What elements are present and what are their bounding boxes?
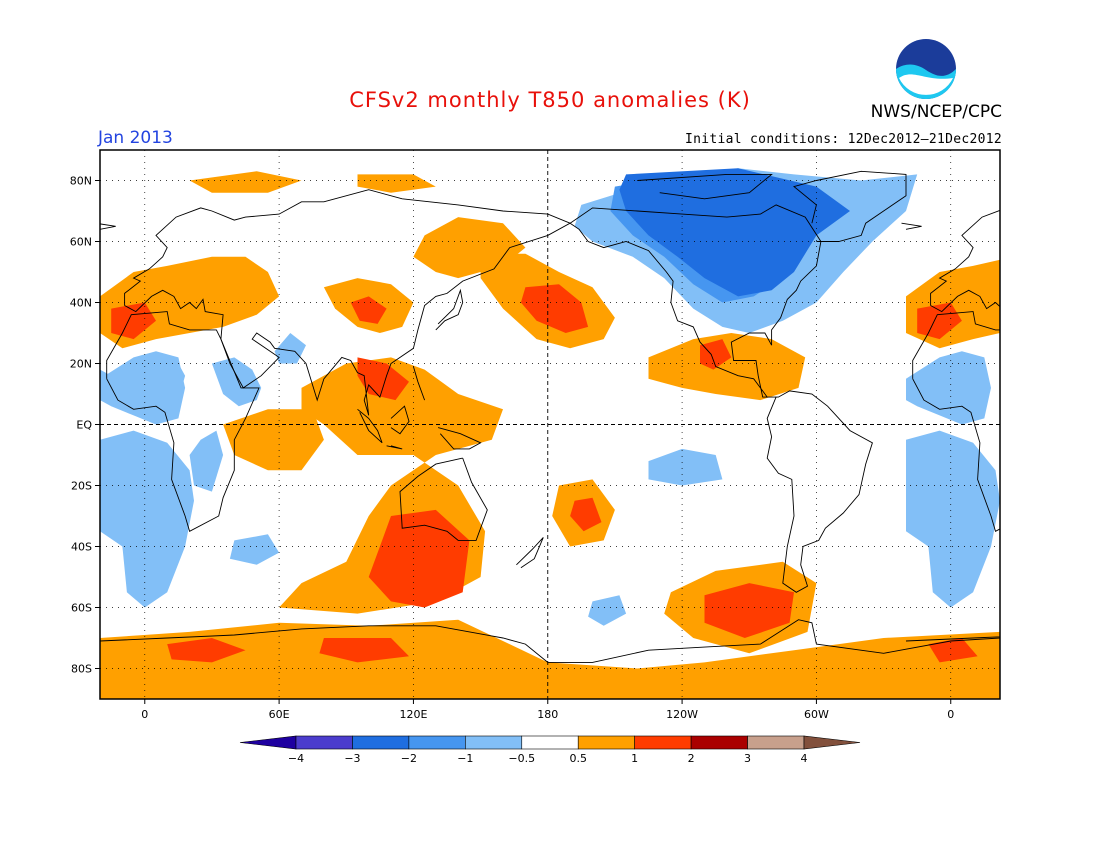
initial-conditions: Initial conditions: 12Dec2012–21Dec2012 (685, 132, 1002, 147)
lon-tick-label: 120E (399, 708, 427, 721)
colorbar-label: −1 (457, 752, 473, 765)
anomaly-region-34 (704, 583, 794, 638)
colorbar-box (408, 735, 466, 750)
anomaly-region-35 (167, 638, 246, 663)
coastline-11 (569, 204, 873, 593)
colorbar-box (577, 735, 635, 750)
chart-title: CFSv2 monthly T850 anomalies (K) (349, 88, 751, 112)
colorbar-label: 2 (688, 752, 695, 765)
colorbar-box (295, 735, 353, 750)
coastline-13 (637, 173, 773, 200)
colorbar-box (747, 735, 805, 750)
colorbar-low-arrow (239, 735, 297, 750)
colorbar-label: −2 (401, 752, 417, 765)
coastline-5 (390, 405, 410, 435)
lon-tick-label: 0 (947, 708, 954, 721)
lon-tick-label: 120W (666, 708, 698, 721)
noaa-logo (896, 39, 956, 99)
anomaly-region-33 (700, 339, 732, 370)
forecast-month: Jan 2013 (98, 128, 173, 148)
anomaly-region-8 (229, 534, 280, 565)
anomaly-region-13 (413, 217, 526, 279)
anomaly-region-30 (357, 357, 409, 401)
lat-tick-label: 40S (71, 541, 92, 554)
anomaly-region-17 (189, 171, 302, 193)
lat-tick-label: 40N (70, 297, 92, 310)
coastline-4 (386, 445, 403, 450)
colorbar-label: −3 (344, 752, 360, 765)
coastline-7 (435, 288, 464, 331)
coastline-10 (100, 223, 116, 230)
coastline-10 (901, 222, 922, 230)
lat-tick-label: 60N (70, 236, 92, 249)
coastline-1 (124, 189, 572, 416)
lat-tick-label: 60S (71, 602, 92, 615)
lat-tick-label: 80N (70, 175, 92, 188)
anomaly-region-38 (619, 168, 850, 297)
coastline-6 (437, 427, 482, 450)
anomaly-region-28 (111, 302, 156, 340)
colorbar-label: 1 (631, 752, 638, 765)
anomaly-region-29 (917, 302, 962, 340)
lon-tick-label: 180 (537, 708, 558, 721)
anomaly-region-18 (357, 174, 436, 193)
anomaly-region-7 (189, 430, 224, 492)
coastline-0 (912, 311, 1000, 532)
colorbar-label: 4 (801, 752, 808, 765)
lon-tick-label: 0 (141, 708, 148, 721)
anomaly-region-5 (100, 430, 194, 608)
colorbar-box (634, 735, 692, 750)
colorbar-label: 3 (744, 752, 751, 765)
colorbar-label: 0.5 (569, 752, 587, 765)
lat-tick-label: EQ (76, 419, 92, 432)
anomaly-region-27 (350, 296, 387, 324)
coastline-14 (100, 619, 1000, 663)
lon-tick-label: 60W (804, 708, 829, 721)
colorbar-high-arrow (803, 735, 861, 750)
anomaly-region-32 (570, 497, 602, 532)
anomaly-region-11 (274, 333, 306, 364)
coastline-12 (793, 170, 907, 242)
coastline-8 (412, 366, 426, 401)
anomaly-region-2 (906, 351, 991, 425)
coastline-2 (399, 457, 488, 541)
colorbar-box (690, 735, 748, 750)
coastline-9 (516, 537, 544, 569)
anomaly-region-37 (928, 638, 978, 663)
lat-tick-label: 20N (70, 358, 92, 371)
coastline-3 (357, 408, 383, 444)
anomaly-region-36 (319, 638, 409, 663)
anomaly-region-4 (211, 357, 262, 407)
anomaly-region-9 (648, 448, 723, 486)
colorbar-label: −0.5 (508, 752, 535, 765)
agency-label: NWS/NCEP/CPC (870, 102, 1002, 122)
anomaly-region-31 (368, 509, 470, 608)
colorbar-box (521, 735, 579, 750)
coastline-0 (106, 311, 260, 532)
lat-tick-label: 20S (71, 480, 92, 493)
anomaly-region-6 (906, 430, 1000, 608)
lon-tick-label: 60E (269, 708, 290, 721)
colorbar-box (352, 735, 410, 750)
anomaly-region-22 (648, 333, 806, 401)
lat-tick-label: 80S (71, 663, 92, 676)
anomaly-region-26 (520, 284, 589, 333)
colorbar-box (465, 735, 523, 750)
anomaly-region-10 (588, 595, 627, 626)
colorbar-label: −4 (288, 752, 304, 765)
anomaly-region-3 (100, 363, 186, 413)
